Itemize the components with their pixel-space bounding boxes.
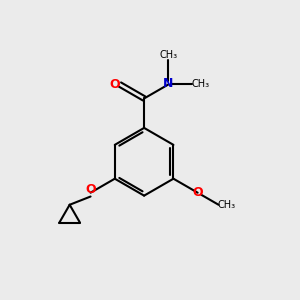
Text: O: O: [110, 78, 120, 91]
Text: O: O: [86, 183, 97, 196]
Text: N: N: [163, 76, 173, 89]
Text: CH₃: CH₃: [191, 80, 209, 89]
Text: CH₃: CH₃: [218, 200, 236, 210]
Text: CH₃: CH₃: [159, 50, 177, 60]
Text: O: O: [192, 186, 203, 199]
